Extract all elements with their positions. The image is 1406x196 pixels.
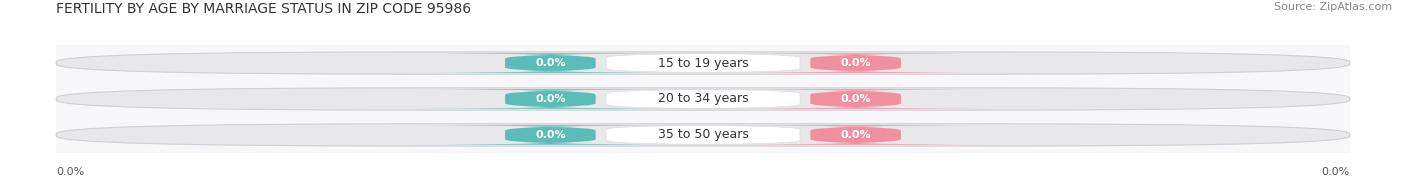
Text: FERTILITY BY AGE BY MARRIAGE STATUS IN ZIP CODE 95986: FERTILITY BY AGE BY MARRIAGE STATUS IN Z… <box>56 2 471 16</box>
FancyBboxPatch shape <box>56 52 1350 74</box>
FancyBboxPatch shape <box>402 53 699 73</box>
Text: 35 to 50 years: 35 to 50 years <box>658 128 748 141</box>
FancyBboxPatch shape <box>606 89 800 109</box>
Text: 0.0%: 0.0% <box>536 94 565 104</box>
FancyBboxPatch shape <box>56 88 1350 110</box>
FancyBboxPatch shape <box>402 89 699 109</box>
Text: 0.0%: 0.0% <box>841 58 870 68</box>
FancyBboxPatch shape <box>707 89 1004 109</box>
FancyBboxPatch shape <box>707 125 1004 145</box>
Text: 0.0%: 0.0% <box>841 94 870 104</box>
Text: Source: ZipAtlas.com: Source: ZipAtlas.com <box>1274 2 1392 12</box>
Text: 0.0%: 0.0% <box>841 130 870 140</box>
Text: 0.0%: 0.0% <box>536 58 565 68</box>
Text: 15 to 19 years: 15 to 19 years <box>658 57 748 70</box>
Text: 20 to 34 years: 20 to 34 years <box>658 93 748 105</box>
FancyBboxPatch shape <box>606 53 800 73</box>
FancyBboxPatch shape <box>606 125 800 145</box>
Text: 0.0%: 0.0% <box>56 167 84 177</box>
FancyBboxPatch shape <box>402 125 699 145</box>
FancyBboxPatch shape <box>56 124 1350 146</box>
Text: 0.0%: 0.0% <box>1322 167 1350 177</box>
Text: 0.0%: 0.0% <box>536 130 565 140</box>
FancyBboxPatch shape <box>707 53 1004 73</box>
